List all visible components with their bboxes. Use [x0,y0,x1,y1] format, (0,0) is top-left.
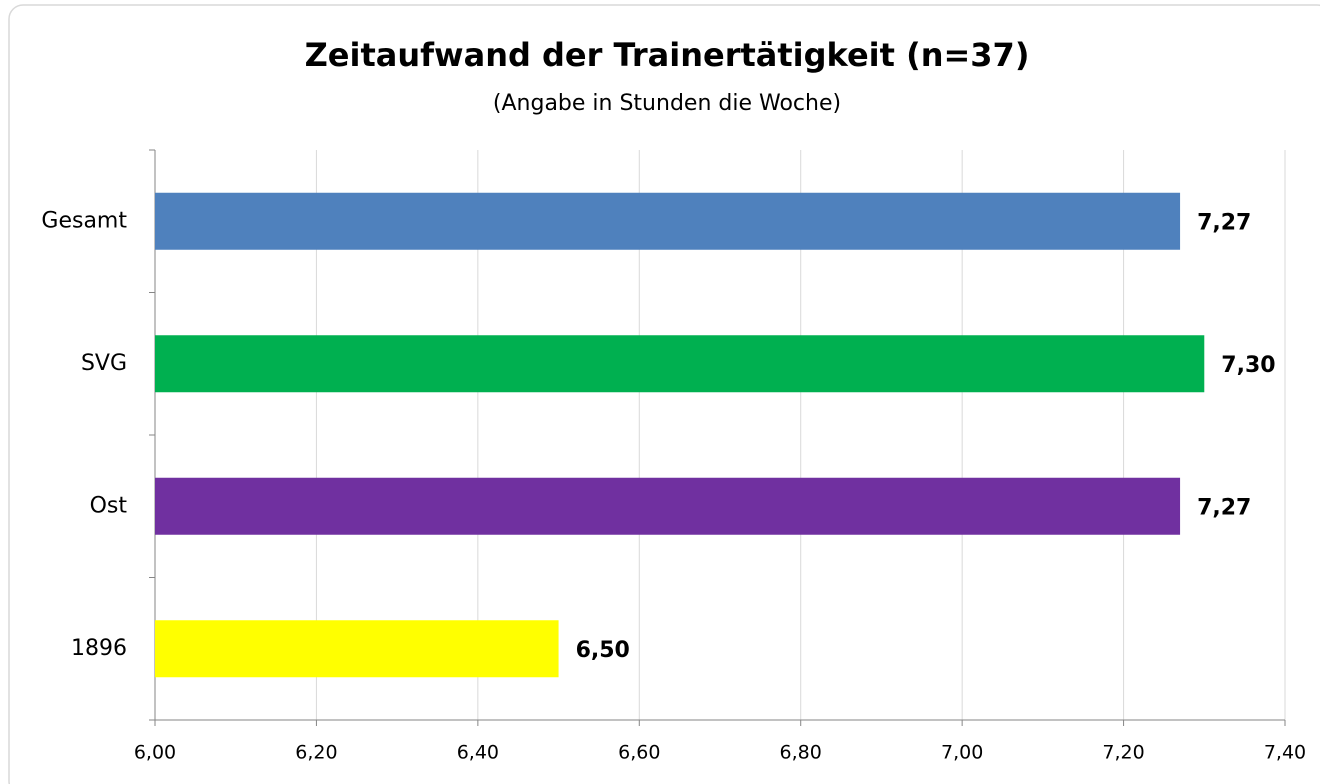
y-tick-label: Ost [90,493,128,518]
value-label: 7,27 [1197,495,1251,520]
bar [155,477,1181,535]
x-tick-label: 6,80 [780,742,822,764]
value-label: 6,50 [576,638,630,663]
y-tick-label: SVG [81,351,127,376]
chart-title: Zeitaufwand der Trainertätigkeit (n=37) [305,36,1030,74]
x-tick-label: 6,20 [295,742,337,764]
value-label: 7,30 [1221,353,1275,378]
bar [155,335,1205,393]
y-tick-label: Gesamt [41,208,127,233]
x-tick-label: 6,60 [618,742,660,764]
value-label: 7,27 [1197,210,1251,235]
x-tick-label: 6,40 [457,742,499,764]
x-tick-label: 7,40 [1264,742,1306,764]
bar [155,620,559,678]
y-tick-label: 1896 [71,636,127,661]
bar [155,192,1181,250]
chart-subtitle: (Angabe in Stunden die Woche) [493,91,841,116]
x-tick-label: 7,00 [941,742,983,764]
x-tick-label: 7,20 [1102,742,1144,764]
x-tick-label: 6,00 [134,742,176,764]
